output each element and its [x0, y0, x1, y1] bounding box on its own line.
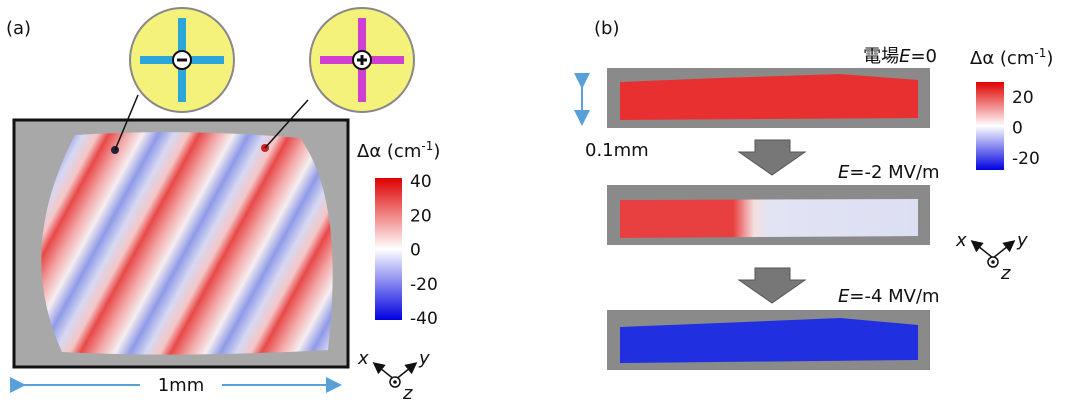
scale-label: 0.1mm [585, 140, 649, 161]
state-label: E=-2 MV/m [838, 162, 940, 183]
sample-map [620, 199, 918, 238]
colorbar-tick: 20 [1012, 88, 1034, 108]
axis-triad: x y z [357, 348, 430, 402]
colorbar-tick: -20 [410, 275, 438, 295]
colorbar-tick: -20 [1012, 149, 1040, 169]
axis-label: z [402, 383, 413, 402]
panel-label: (a) [6, 18, 31, 39]
step-arrow [739, 140, 805, 175]
state-label: 電場E=0 [863, 46, 937, 67]
axis-label: y [1016, 230, 1028, 251]
colorbar-tick: 40 [410, 172, 432, 192]
sample-map [41, 132, 332, 354]
negative-icon [130, 8, 234, 112]
colorbar-tick: 20 [410, 206, 432, 226]
colorbar-tick: 0 [410, 241, 421, 261]
colorbar [375, 178, 402, 320]
colorbar-tick: -40 [410, 309, 438, 329]
axis-triad: x y z [955, 230, 1028, 284]
state-label: E=-4 MV/m [838, 286, 940, 307]
sample-map [620, 74, 918, 120]
colorbar-tick: 0 [1012, 119, 1023, 139]
colorbar-title: Δα (cm-1) [357, 139, 440, 162]
figure: (a) Δα (cm-1) 40200-20-40 1mm x y z (b) … [0, 0, 1077, 402]
axis-label: x [955, 230, 967, 251]
colorbar [976, 82, 1004, 170]
axis-label: x [357, 348, 369, 369]
axis-label: z [1000, 263, 1011, 284]
colorbar-title: Δα (cm-1) [970, 46, 1053, 69]
positive-icon [310, 8, 414, 112]
axis-label: y [418, 348, 430, 369]
scale-label: 1mm [158, 375, 205, 396]
step-arrow [739, 268, 805, 303]
panel-label: (b) [594, 18, 619, 39]
